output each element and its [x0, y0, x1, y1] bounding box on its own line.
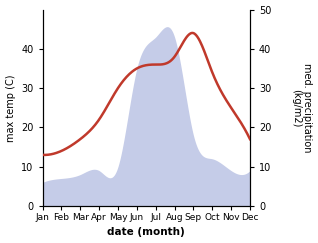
Y-axis label: med. precipitation
(kg/m2): med. precipitation (kg/m2)	[291, 63, 313, 153]
Y-axis label: max temp (C): max temp (C)	[5, 74, 16, 141]
X-axis label: date (month): date (month)	[107, 227, 185, 237]
